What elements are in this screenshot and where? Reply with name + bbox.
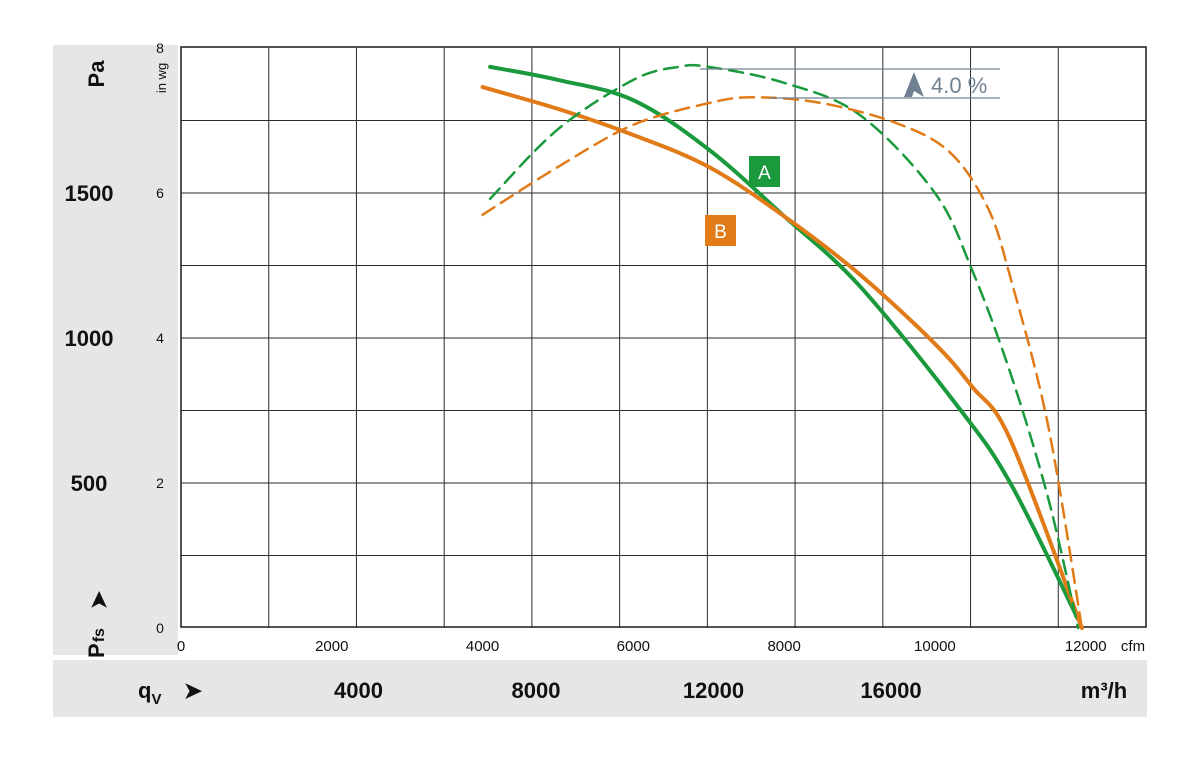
right-axis-tick-label: 4 xyxy=(156,330,164,346)
x-top-tick-label: 8000 xyxy=(767,638,800,655)
right-axis-unit: in wg xyxy=(154,63,169,93)
x-bottom-tick-label: 4000 xyxy=(334,678,383,703)
x-top-tick-label: 2000 xyxy=(315,638,348,655)
series-a-tag-label: A xyxy=(758,163,771,184)
grid xyxy=(181,48,1146,628)
left-axis-band xyxy=(53,45,178,655)
right-axis-tick-label: 6 xyxy=(156,185,164,201)
x-top-tick-label: 12000 xyxy=(1065,638,1107,655)
left-axis-title: Pfs xyxy=(84,628,109,658)
curves xyxy=(480,63,1084,630)
left-axis-tick-label: 1500 xyxy=(65,181,114,206)
x-top-tick-label: 0 xyxy=(177,638,185,655)
axis-labels: 500 1000 1500 0 2 4 6 8 0 2000 4000 6000 8000 10000 12… xyxy=(65,40,1107,703)
series-a-tag-box xyxy=(749,156,780,187)
left-axis-title-main: P xyxy=(84,643,109,658)
left-axis-unit: Pa xyxy=(84,60,109,88)
series-b-solid-curve xyxy=(480,85,1084,630)
x-top-tick-label: 4000 xyxy=(466,638,499,655)
right-axis-tick-label: 8 xyxy=(156,40,164,56)
x-bottom-axis-arrow: ➤ xyxy=(184,678,203,703)
x-bottom-tick-label: 12000 xyxy=(683,678,744,703)
series-b-dashed-curve xyxy=(481,96,1084,630)
arrow-up-icon xyxy=(904,72,924,97)
left-axis-tick-label: 500 xyxy=(71,471,108,496)
x-bottom-axis-title-main: q xyxy=(138,678,151,703)
left-axis-arrow: ➤ xyxy=(86,590,111,609)
series-a-dashed-curve xyxy=(488,63,1080,630)
x-bottom-axis-title: qV xyxy=(138,678,161,708)
x-bottom-axis-unit: m³/h xyxy=(1081,678,1127,703)
x-top-tick-label: 10000 xyxy=(914,638,956,655)
efficiency-delta-label: 4.0 % xyxy=(931,73,987,98)
x-top-axis-unit: cfm xyxy=(1121,638,1145,655)
annotations: 4.0 % A B xyxy=(700,68,1000,246)
left-axis-tick-label: 1000 xyxy=(65,326,114,351)
right-axis-tick-label: 2 xyxy=(156,475,164,491)
series-a-solid-curve xyxy=(488,64,1081,622)
plot-area xyxy=(180,46,1147,628)
series-b-tag-label: B xyxy=(714,222,727,243)
x-bottom-tick-label: 16000 xyxy=(860,678,921,703)
left-axis-title-sub: fs xyxy=(91,628,108,642)
x-top-tick-label: 6000 xyxy=(617,638,650,655)
x-bottom-axis-title-sub: V xyxy=(151,691,161,708)
x-bottom-tick-label: 8000 xyxy=(512,678,561,703)
bottom-axis-band xyxy=(53,660,1147,717)
right-axis-tick-label: 0 xyxy=(156,620,164,636)
series-b-tag-box xyxy=(705,215,736,246)
